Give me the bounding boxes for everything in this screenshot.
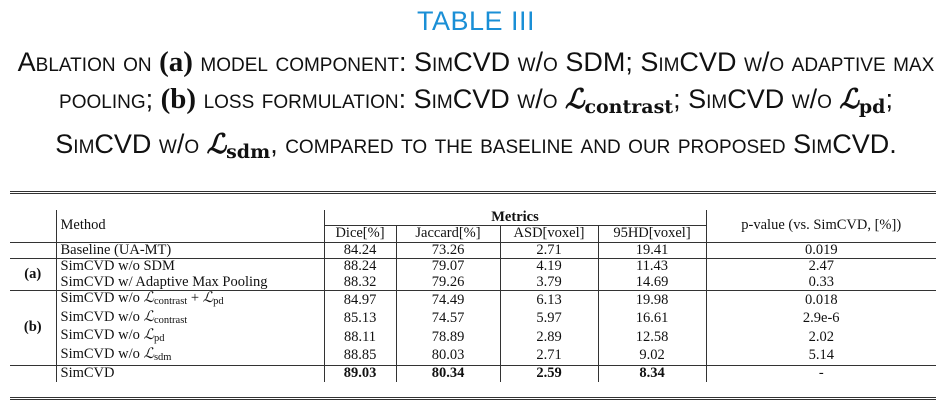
method-cell: SimCVD w/o ℒpd <box>56 327 325 347</box>
header-dice: Dice[%] <box>324 225 397 242</box>
header-asd: ASD[voxel] <box>500 225 599 242</box>
table-caption: Ablation on (a) model component: SimCVD … <box>17 46 935 163</box>
ablation-table: Method Metrics p-value (vs. SimCVD, [%])… <box>10 191 936 400</box>
table-row: SimCVD w/o ℒcontrast 85.13 74.57 5.97 16… <box>10 309 936 328</box>
header-95hd: 95HD[voxel] <box>613 225 691 241</box>
table-row: SimCVD w/ Adaptive Max Pooling 88.32 79.… <box>10 274 936 291</box>
table-row: SimCVD w/o ℒsdm 88.85 80.03 2.71 9.02 5.… <box>10 346 936 366</box>
table-row-simcvd: SimCVD 89.03 80.34 2.59 8.34 - <box>10 365 936 382</box>
table-row: SimCVD w/o ℒpd 88.11 78.89 2.89 12.58 2.… <box>10 327 936 347</box>
group-a-label: (a) <box>10 258 57 291</box>
header-metrics: Metrics <box>324 209 706 226</box>
header-row-1: Method Metrics p-value (vs. SimCVD, [%]) <box>10 209 936 242</box>
method-cell: SimCVD w/o ℒcontrast + ℒpd <box>56 290 325 310</box>
header-row-2: Dice[%] Jaccard[%] ASD[voxel] 95HD[voxel… <box>10 225 936 242</box>
table-row: (b) SimCVD w/o ℒcontrast + ℒpd 84.97 74.… <box>10 290 936 366</box>
method-cell: SimCVD w/o ℒcontrast <box>56 309 325 328</box>
group-b-label: (b) <box>10 290 57 366</box>
table-row: (a) SimCVD w/o SDM 88.24 79.07 4.19 11.4… <box>10 258 936 291</box>
table-row-baseline: Baseline (UA-MT) 84.24 73.26 2.71 19.41 … <box>10 241 936 259</box>
header-pvalue: p-value (vs. SimCVD, [%]) <box>705 209 936 242</box>
header-method: Method <box>56 209 325 242</box>
method-cell: SimCVD w/o ℒsdm <box>56 346 325 366</box>
header-jaccard: Jaccard[%] <box>396 225 501 242</box>
table-label: TABLE III <box>416 6 536 36</box>
